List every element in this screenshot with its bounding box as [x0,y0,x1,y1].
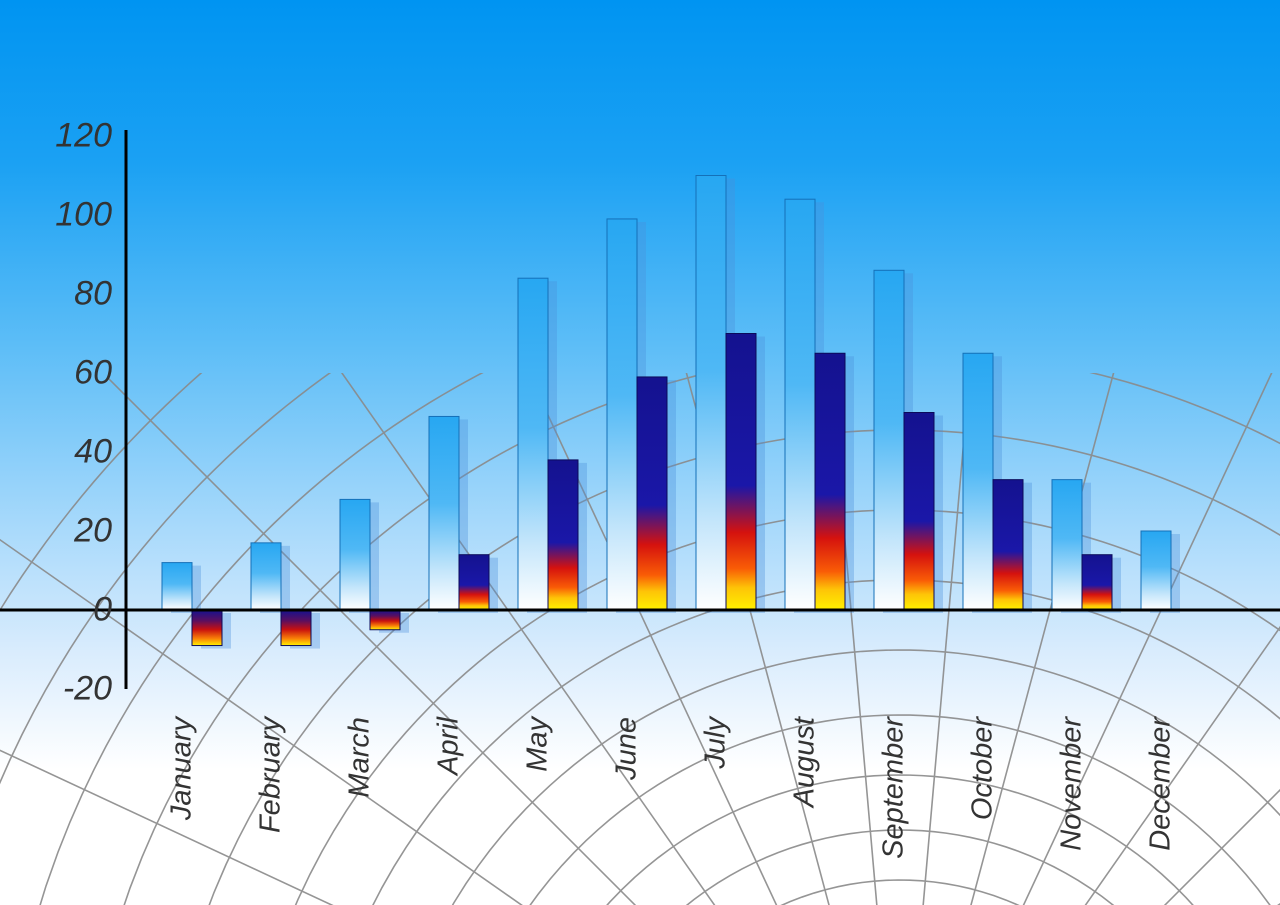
bar-secondary [1082,555,1112,610]
bar-primary [607,219,637,610]
bar-primary [162,563,192,610]
bar-secondary [904,413,934,611]
month-label: May [522,716,554,772]
bar-secondary [192,610,222,646]
bar-secondary [726,334,756,611]
month-label: July [700,716,732,770]
y-tick-label: -20 [0,670,112,709]
bar-primary [874,270,904,610]
bar-primary [963,353,993,610]
month-label: November [1056,716,1088,851]
chart-svg: January February March April May June July Augu… [0,0,1280,905]
bar-primary [1052,480,1082,610]
bar-primary [785,199,815,610]
month-label: January [166,716,198,822]
bar-primary [518,278,548,610]
bar-secondary [459,555,489,610]
monthly-bar-chart: January February March April May June July Augu… [0,0,1280,905]
month-label: September [878,716,910,859]
y-tick-label: 40 [0,433,112,472]
bar-primary [429,416,459,610]
bar-secondary [281,610,311,646]
bar-secondary [370,610,400,630]
bar-primary [696,176,726,611]
y-tick-label: 120 [0,117,112,156]
bar-primary [1141,531,1171,610]
bar-secondary [637,377,667,610]
month-label: August [789,715,821,809]
y-tick-label: 60 [0,354,112,393]
month-label: June [611,717,643,781]
bar-primary [340,499,370,610]
bar-primary [251,543,281,610]
y-tick-label: 80 [0,275,112,314]
month-label: December [1145,716,1177,851]
month-label: March [344,717,376,798]
bar-secondary [993,480,1023,610]
month-label: February [255,716,287,834]
bar-secondary [815,353,845,610]
y-tick-label: 100 [0,196,112,235]
month-label: October [967,716,999,820]
month-label: April [433,715,465,777]
y-tick-label: 0 [0,591,112,630]
bar-secondary [548,460,578,610]
y-tick-label: 20 [0,512,112,551]
